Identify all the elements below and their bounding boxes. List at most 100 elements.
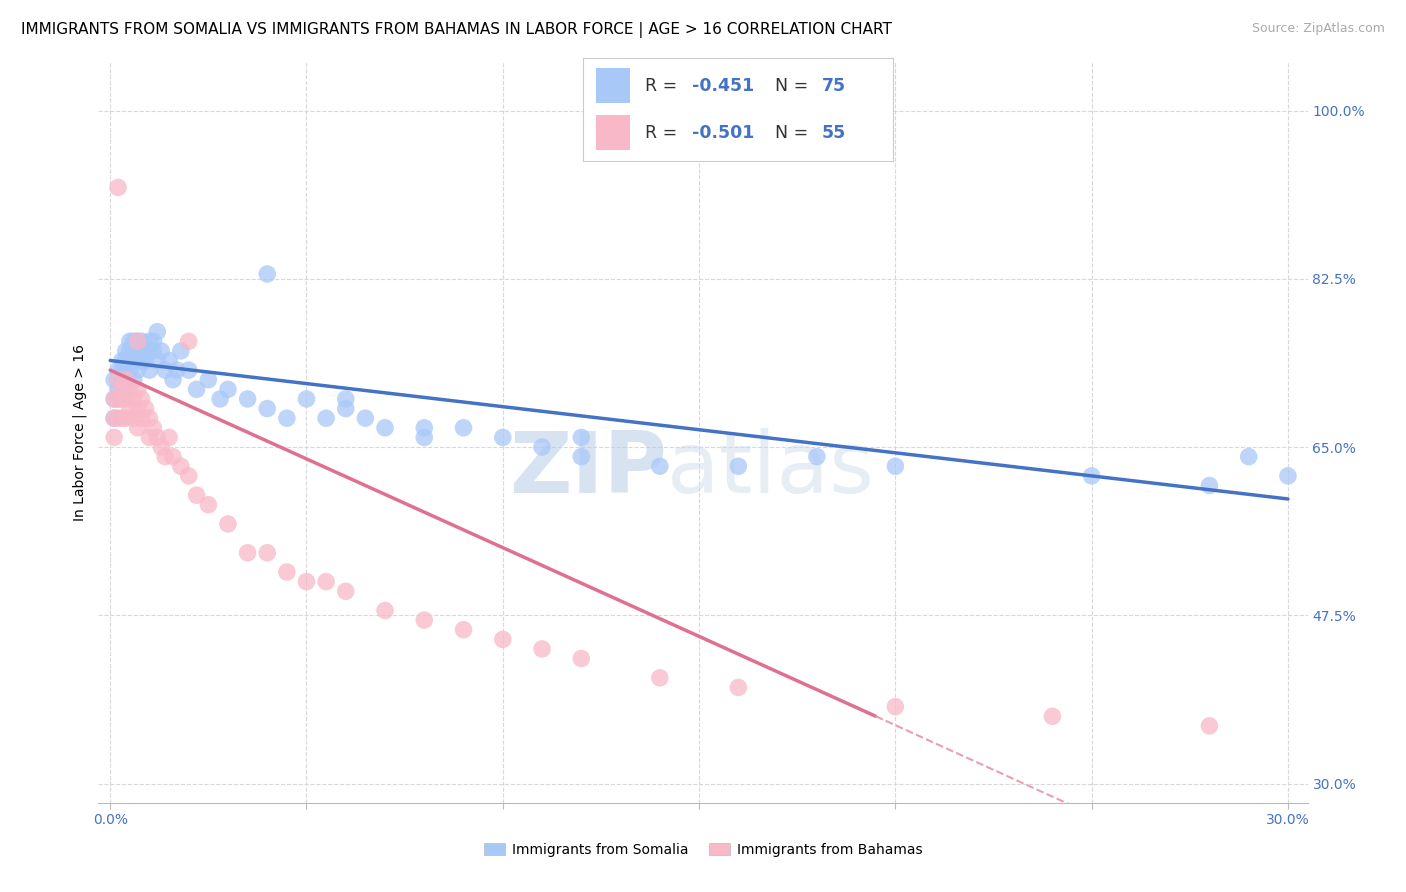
Point (1198, 478, 1220, 492)
Point (209, 392, 232, 406)
Point (103, 411, 125, 425)
Point (295, 392, 318, 406)
Point (806, 450, 828, 464)
Point (122, 334, 145, 349)
Point (177, 334, 200, 349)
Point (150, 440, 173, 454)
Point (118, 382, 141, 396)
Point (111, 373, 134, 387)
Point (103, 373, 125, 387)
Point (492, 632, 515, 647)
Text: Source: ZipAtlas.com: Source: ZipAtlas.com (1251, 22, 1385, 36)
Point (138, 334, 160, 349)
Point (115, 373, 138, 387)
Text: R =: R = (645, 77, 683, 95)
Point (256, 546, 278, 560)
Point (374, 603, 396, 617)
Point (115, 373, 138, 387)
Point (118, 401, 141, 416)
Point (295, 574, 318, 589)
Point (138, 430, 160, 444)
Point (107, 392, 129, 406)
Point (1237, 450, 1260, 464)
Point (142, 421, 165, 435)
Point (142, 334, 165, 349)
Point (1277, 469, 1299, 483)
Point (127, 353, 149, 368)
Point (107, 373, 129, 387)
Point (256, 401, 278, 416)
Point (531, 642, 554, 657)
Point (374, 421, 396, 435)
Text: IMMIGRANTS FROM SOMALIA VS IMMIGRANTS FROM BAHAMAS IN LABOR FORCE | AGE > 16 COR: IMMIGRANTS FROM SOMALIA VS IMMIGRANTS FR… (21, 22, 891, 38)
Point (122, 373, 145, 387)
Point (111, 382, 134, 396)
Point (115, 353, 138, 368)
Point (127, 421, 149, 435)
Point (569, 430, 592, 444)
Point (135, 353, 157, 368)
Point (107, 392, 129, 406)
Point (315, 411, 337, 425)
Point (103, 411, 125, 425)
Text: 75: 75 (821, 77, 846, 95)
Point (122, 411, 145, 425)
Point (727, 459, 749, 474)
Text: N =: N = (775, 124, 814, 142)
FancyBboxPatch shape (596, 69, 630, 103)
Point (115, 392, 138, 406)
Point (236, 392, 259, 406)
Point (413, 421, 436, 435)
Point (569, 450, 592, 464)
Point (131, 411, 153, 425)
Point (354, 411, 377, 425)
Point (127, 334, 149, 349)
Point (103, 392, 125, 406)
Text: 55: 55 (821, 124, 846, 142)
Point (107, 411, 129, 425)
Point (138, 411, 160, 425)
Point (107, 373, 129, 387)
Point (122, 392, 145, 406)
Point (131, 353, 153, 368)
Text: -0.501: -0.501 (692, 124, 754, 142)
Point (413, 430, 436, 444)
Point (131, 392, 153, 406)
Point (127, 343, 149, 358)
Point (217, 382, 239, 396)
Point (111, 382, 134, 396)
Point (413, 613, 436, 627)
Point (146, 430, 169, 444)
Point (127, 363, 149, 377)
Point (492, 430, 515, 444)
Point (118, 363, 141, 377)
Legend: Immigrants from Somalia, Immigrants from Bahamas: Immigrants from Somalia, Immigrants from… (478, 838, 928, 863)
Point (166, 363, 188, 377)
Point (1080, 469, 1102, 483)
Point (142, 343, 165, 358)
Point (111, 392, 134, 406)
Point (146, 325, 169, 339)
Point (153, 450, 176, 464)
Point (162, 373, 184, 387)
Point (276, 411, 298, 425)
Point (236, 546, 259, 560)
Point (157, 430, 180, 444)
Point (127, 334, 149, 349)
Point (276, 565, 298, 579)
Point (453, 421, 475, 435)
Point (648, 671, 671, 685)
Point (186, 488, 208, 502)
Point (153, 363, 176, 377)
Point (315, 574, 337, 589)
Point (138, 343, 160, 358)
Point (111, 363, 134, 377)
Point (162, 450, 184, 464)
Y-axis label: In Labor Force | Age > 16: In Labor Force | Age > 16 (73, 344, 87, 521)
Point (103, 392, 125, 406)
Point (131, 343, 153, 358)
Point (197, 498, 219, 512)
Point (111, 411, 134, 425)
Point (197, 373, 219, 387)
Point (170, 459, 193, 474)
